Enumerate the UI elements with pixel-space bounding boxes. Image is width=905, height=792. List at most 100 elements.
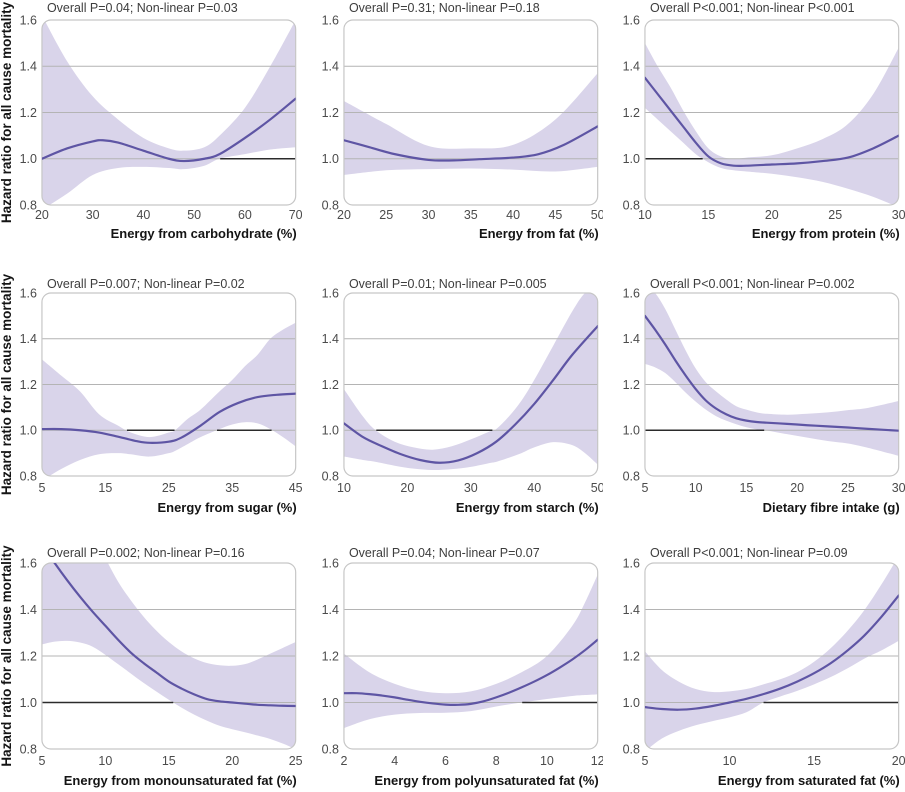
- hazard-ratio-curve: [645, 314, 899, 432]
- x-tick-label: 15: [162, 754, 176, 768]
- panel-fat: Overall P=0.31; Non-linear P=0.18 0.8 1.0 1…: [302, 0, 603, 264]
- hazard-ratio-curve: [645, 594, 899, 711]
- y-tick-label: 1.0: [20, 696, 37, 710]
- hazard-ratio-curve: [41, 563, 296, 708]
- plot-frame: [41, 19, 297, 206]
- plot-frame: [343, 562, 598, 750]
- y-tick-label: 1.2: [20, 106, 37, 120]
- x-tick-label: 20: [337, 208, 351, 222]
- y-tick-label: 0.8: [321, 742, 338, 756]
- y-axis-title: Hazard ratio for all cause mortality: [0, 545, 14, 767]
- y-tick-label: 1.2: [321, 649, 338, 663]
- y-tick-label: 1.2: [623, 378, 640, 392]
- y-tick-label: 1.6: [20, 286, 37, 300]
- hazard-ratio-curve: [41, 392, 296, 444]
- x-tick-label: 20: [400, 481, 414, 495]
- confidence-band: [645, 563, 899, 749]
- x-tick-label: 25: [289, 754, 302, 768]
- x-tick-label: 10: [540, 754, 554, 768]
- y-tick-label: 1.0: [623, 152, 640, 166]
- panel-title: Overall P=0.04; Non-linear P=0.03: [47, 1, 238, 15]
- x-tick-label: 45: [548, 208, 562, 222]
- y-axis-title: Hazard ratio for all cause mortality: [0, 1, 14, 223]
- x-axis-title: Energy from saturated fat (%): [718, 773, 900, 788]
- x-axis-title: Energy from fat (%): [479, 226, 599, 241]
- x-tick-label: 20: [225, 754, 239, 768]
- y-tick-label: 1.6: [623, 13, 640, 27]
- x-tick-label: 8: [492, 754, 499, 768]
- y-tick-label: 1.2: [20, 378, 37, 392]
- x-tick-label: 6: [442, 754, 449, 768]
- x-tick-label: 2: [340, 754, 347, 768]
- x-tick-label: 60: [238, 208, 252, 222]
- panel-title: Overall P=0.01; Non-linear P=0.005: [349, 277, 547, 291]
- y-tick-label: 1.0: [20, 424, 37, 438]
- x-tick-label: 12: [590, 754, 603, 768]
- y-tick-label: 0.8: [623, 742, 640, 756]
- x-tick-label: 40: [527, 481, 541, 495]
- x-tick-label: 10: [689, 481, 703, 495]
- y-tick-label: 0.8: [623, 198, 640, 212]
- x-tick-label: 40: [506, 208, 520, 222]
- y-tick-label: 1.4: [321, 603, 338, 617]
- panel-saturated: Overall P<0.001; Non-linear P=0.09 0.8 1.0…: [603, 528, 905, 792]
- x-tick-label: 20: [765, 208, 779, 222]
- x-tick-label: 50: [590, 481, 603, 495]
- y-tick-label: 1.4: [20, 332, 37, 346]
- x-tick-label: 15: [807, 754, 821, 768]
- y-tick-label: 0.8: [321, 469, 338, 483]
- y-tick-label: 1.4: [20, 603, 37, 617]
- hazard-ratio-curve: [343, 325, 598, 464]
- y-tick-label: 1.2: [321, 378, 338, 392]
- x-tick-label: 20: [35, 208, 49, 222]
- x-tick-label: 15: [98, 481, 112, 495]
- y-tick-label: 0.8: [20, 198, 37, 212]
- x-tick-label: 35: [225, 481, 239, 495]
- x-tick-label: 5: [38, 754, 45, 768]
- y-tick-label: 1.0: [321, 424, 338, 438]
- hazard-ratio-curve: [645, 76, 899, 168]
- panel-polyunsaturated: Overall P=0.04; Non-linear P=0.07 0.8 1.0 1…: [302, 528, 603, 792]
- y-tick-label: 0.8: [20, 469, 37, 483]
- confidence-band: [41, 20, 296, 205]
- x-tick-label: 5: [642, 754, 649, 768]
- y-tick-label: 1.4: [623, 60, 640, 74]
- hazard-ratio-curve: [343, 638, 598, 706]
- y-tick-label: 1.6: [321, 556, 338, 570]
- plot-frame: [343, 19, 598, 206]
- x-tick-label: 30: [464, 481, 478, 495]
- x-axis-title: Dietary fibre intake (g): [763, 500, 900, 515]
- y-tick-label: 1.6: [623, 556, 640, 570]
- panel-title: Overall P=0.007; Non-linear P=0.02: [47, 277, 245, 291]
- y-axis-title: Hazard ratio for all cause mortality: [0, 273, 14, 495]
- panel-plot-protein: Overall P<0.001; Non-linear P<0.001 0.8 1.…: [623, 1, 905, 241]
- x-tick-label: 50: [590, 208, 603, 222]
- x-tick-label: 5: [38, 481, 45, 495]
- hazard-ratio-curve: [41, 97, 296, 163]
- x-tick-label: 30: [421, 208, 435, 222]
- panel-plot-monounsaturated: Overall P=0.002; Non-linear P=0.16 0.8 1.0…: [0, 545, 302, 788]
- y-tick-label: 0.8: [321, 198, 338, 212]
- x-tick-label: 30: [86, 208, 100, 222]
- confidence-band: [343, 574, 598, 729]
- plot-frame: [41, 562, 297, 750]
- y-tick-label: 1.0: [20, 152, 37, 166]
- panel-carbohydrate: Overall P=0.04; Non-linear P=0.03 0.8 1.0 1…: [0, 0, 302, 264]
- x-axis-title: Energy from polyunsaturated fat (%): [374, 773, 598, 788]
- x-tick-label: 25: [841, 481, 855, 495]
- y-tick-label: 1.2: [20, 649, 37, 663]
- x-tick-label: 15: [740, 481, 754, 495]
- panel-plot-starch: Overall P=0.01; Non-linear P=0.005 0.8 1.0…: [321, 277, 603, 515]
- y-tick-label: 1.0: [623, 696, 640, 710]
- x-tick-label: 25: [379, 208, 393, 222]
- panel-title: Overall P<0.001; Non-linear P<0.001: [650, 1, 855, 15]
- panel-monounsaturated: Overall P=0.002; Non-linear P=0.16 0.8 1.0…: [0, 528, 302, 792]
- x-tick-label: 25: [162, 481, 176, 495]
- y-tick-label: 1.0: [321, 696, 338, 710]
- x-tick-label: 40: [136, 208, 150, 222]
- hazard-ratio-curve: [343, 125, 598, 162]
- x-tick-label: 70: [289, 208, 302, 222]
- y-tick-label: 1.4: [321, 60, 338, 74]
- x-tick-label: 35: [464, 208, 478, 222]
